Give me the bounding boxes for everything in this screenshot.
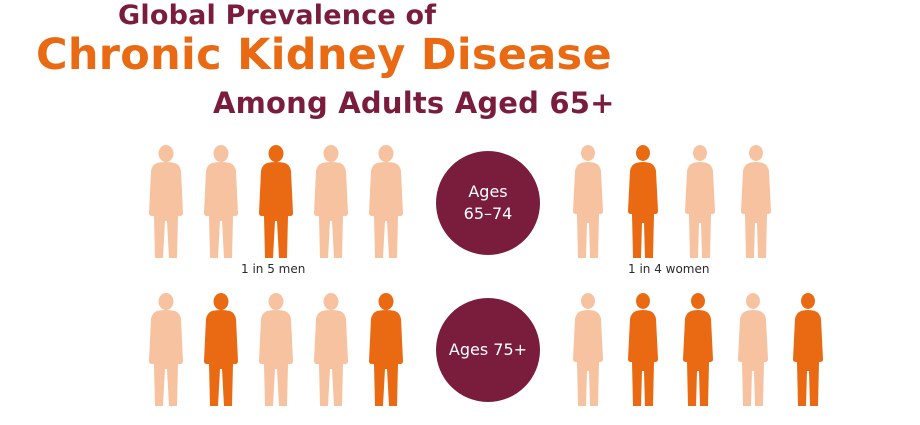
woman-figure-icon [738,143,774,259]
woman-figure-icon [570,143,606,259]
woman-figure-icon [570,291,606,407]
man-figure-icon [148,143,184,259]
man-figure-icon [313,143,349,259]
age-badge-label-line-2: 65–74 [463,204,513,223]
man-figure-icon [368,291,404,407]
woman-figure-icon [680,291,716,407]
age-badge-label: Ages 75+ [448,340,528,359]
title-line-3: Among Adults Aged 65+ [213,86,615,120]
age-badge-75-plus: Ages 75+ [436,298,540,402]
woman-figure-icon [682,143,718,259]
woman-figure-icon [735,291,771,407]
age-badge-label-line-1: Ages [468,182,508,201]
title-line-2: Chronic Kidney Disease [36,30,612,80]
man-figure-icon [313,291,349,407]
woman-figure-icon [790,291,826,407]
man-figure-icon [203,291,239,407]
woman-figure-icon [625,291,661,407]
men-caption-65-74: 1 in 5 men [241,262,306,276]
man-figure-icon [148,291,184,407]
man-figure-icon [258,143,294,259]
women-caption-65-74: 1 in 4 women [628,262,710,276]
woman-figure-icon [625,143,661,259]
age-badge-65-74: Ages 65–74 [436,151,540,255]
title-line-1: Global Prevalence of [118,0,437,31]
man-figure-icon [258,291,294,407]
man-figure-icon [203,143,239,259]
man-figure-icon [368,143,404,259]
